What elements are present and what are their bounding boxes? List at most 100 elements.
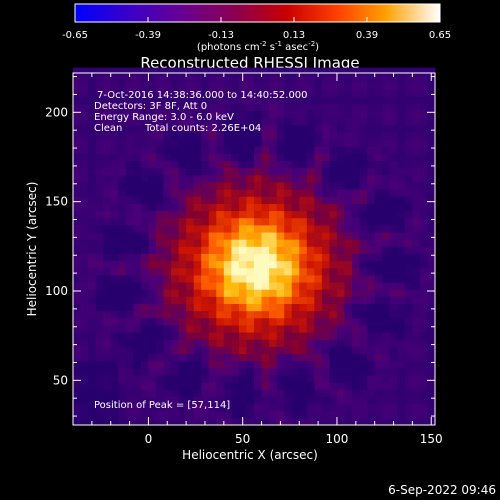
heatmap-pixel	[412, 274, 421, 283]
heatmap-pixel	[201, 267, 210, 276]
heatmap-pixel	[178, 196, 187, 204]
heatmap-pixel	[389, 367, 398, 376]
heatmap-pixel	[201, 124, 210, 133]
heatmap-pixel	[163, 289, 172, 297]
heatmap-pixel	[314, 239, 323, 247]
heatmap-pixel	[254, 217, 263, 226]
heatmap-pixel	[314, 360, 323, 369]
heatmap-pixel	[125, 289, 134, 297]
heatmap-pixel	[419, 189, 428, 197]
heatmap-pixel	[140, 189, 149, 197]
heatmap-pixel	[246, 296, 255, 304]
heatmap-pixel	[125, 139, 134, 147]
heatmap-pixel	[80, 367, 89, 376]
heatmap-pixel	[95, 382, 104, 390]
heatmap-pixel	[201, 96, 210, 104]
heatmap-pixel	[359, 210, 368, 219]
heatmap-pixel	[148, 367, 157, 376]
heatmap-pixel	[419, 103, 428, 112]
heatmap-pixel	[73, 217, 82, 226]
heatmap-pixel	[374, 382, 383, 390]
heatmap-pixel	[103, 81, 112, 90]
heatmap-pixel	[412, 282, 421, 290]
heatmap-pixel	[269, 232, 278, 240]
heatmap-pixel	[397, 367, 406, 376]
heatmap-pixel	[171, 203, 180, 212]
heatmap-pixel	[178, 224, 187, 233]
heatmap-pixel	[88, 332, 97, 340]
heatmap-pixel	[125, 410, 134, 419]
heatmap-pixel	[148, 131, 157, 140]
heatmap-pixel	[344, 410, 353, 419]
heatmap-pixel	[155, 274, 164, 283]
heatmap-pixel	[193, 74, 202, 83]
heatmap-pixel	[231, 339, 240, 347]
heatmap-pixel	[95, 360, 104, 369]
heatmap-pixel	[419, 217, 428, 226]
colorbar: -0.65 -0.39 -0.13 0.13 0.39 0.65 (photons cm-…	[62, 3, 451, 53]
heatmap-pixel	[80, 153, 89, 162]
heatmap-pixel	[352, 181, 361, 190]
heatmap-pixel	[155, 203, 164, 212]
heatmap-pixel	[216, 403, 225, 412]
heatmap-pixel	[118, 296, 127, 304]
heatmap-pixel	[404, 217, 413, 226]
heatmap-pixel	[404, 310, 413, 319]
heatmap-pixel	[208, 139, 217, 147]
heatmap-pixel	[125, 110, 134, 119]
heatmap-pixel	[291, 417, 300, 426]
heatmap-pixel	[254, 367, 263, 376]
heatmap-pixel	[314, 74, 323, 83]
heatmap-pixel	[404, 296, 413, 304]
heatmap-pixel	[186, 224, 195, 233]
heatmap-pixel	[125, 217, 134, 226]
heatmap-pixel	[261, 346, 270, 355]
heatmap-pixel	[306, 196, 315, 204]
heatmap-pixel	[419, 389, 428, 397]
plot-frame	[72, 72, 436, 426]
heatmap-pixel	[95, 274, 104, 283]
heatmap-pixel	[412, 246, 421, 254]
heatmap-pixel	[125, 310, 134, 319]
heatmap-pixel	[321, 203, 330, 212]
heatmap-pixel	[118, 160, 127, 169]
heatmap-pixel	[238, 353, 247, 362]
heatmap-pixel	[284, 339, 293, 347]
heatmap-pixel	[208, 324, 217, 333]
heatmap-pixel	[419, 303, 428, 312]
heatmap-pixel	[389, 189, 398, 197]
heatmap-pixel	[186, 353, 195, 362]
heatmap-pixel	[208, 332, 217, 340]
heatmap-pixel	[148, 382, 157, 390]
heatmap-pixel	[171, 260, 180, 269]
heatmap-pixel	[254, 353, 263, 362]
heatmap-pixel	[352, 203, 361, 212]
heatmap-pixel	[171, 67, 180, 76]
heatmap-pixel	[171, 396, 180, 405]
heatmap-pixel	[208, 189, 217, 197]
heatmap-pixel	[140, 224, 149, 233]
heatmap-pixel	[412, 146, 421, 154]
heatmap-pixel	[223, 181, 232, 190]
heatmap-pixel	[163, 74, 172, 83]
heatmap-pixel	[171, 189, 180, 197]
heatmap-pixel	[163, 224, 172, 233]
heatmap-pixel	[216, 260, 225, 269]
heatmap-pixel	[419, 267, 428, 276]
heatmap-pixel	[246, 324, 255, 333]
heatmap-pixel	[231, 139, 240, 147]
heatmap-pixel	[125, 324, 134, 333]
heatmap-pixel	[186, 324, 195, 333]
heatmap-pixel	[125, 282, 134, 290]
heatmap-pixel	[284, 332, 293, 340]
heatmap-pixel	[329, 131, 338, 140]
heatmap-pixel	[352, 210, 361, 219]
heatmap-pixel	[110, 360, 119, 369]
heatmap-pixel	[419, 382, 428, 390]
heatmap-pixel	[291, 353, 300, 362]
heatmap-pixel	[404, 346, 413, 355]
heatmap-pixel	[171, 103, 180, 112]
heatmap-pixel	[382, 417, 391, 426]
heatmap-pixel	[95, 81, 104, 90]
heatmap-pixel	[103, 146, 112, 154]
